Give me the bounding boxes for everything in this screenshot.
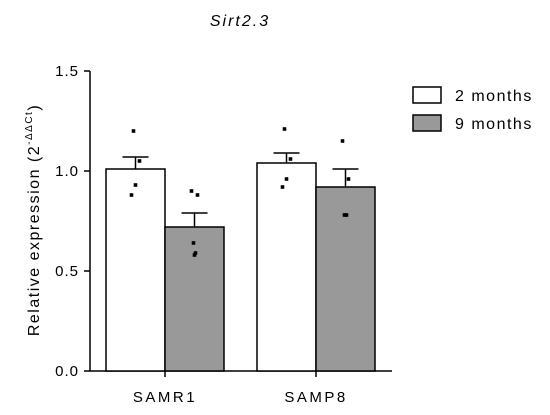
data-point (193, 251, 198, 255)
data-point (189, 189, 194, 193)
svg-text:Relative expression (2-ΔΔCt): Relative expression (2-ΔΔCt) (24, 104, 43, 336)
data-point (195, 193, 200, 197)
legend-swatch (412, 86, 442, 104)
data-point (282, 127, 287, 131)
data-point (192, 253, 197, 257)
legend-swatch (412, 114, 442, 132)
plot-area: 0.0 0.5 1.0 1.5 SAMR1 SAMP8 (55, 63, 392, 406)
legend: 2 months 9 months (412, 86, 533, 133)
data-point (340, 139, 345, 143)
y-axis-label-superscript: -ΔΔCt (24, 111, 35, 145)
data-point (280, 185, 285, 189)
data-point (131, 129, 136, 133)
legend-label: 2 months (455, 88, 533, 105)
data-point (342, 213, 347, 217)
bar (256, 162, 317, 372)
legend-label: 9 months (455, 116, 533, 133)
data-point (129, 193, 134, 197)
y-tick-label: 0.0 (55, 363, 79, 380)
data-point (288, 157, 293, 161)
bar (315, 186, 376, 372)
y-tick-label: 1.5 (55, 63, 79, 80)
data-point (137, 159, 142, 163)
y-axis-label-close: ) (26, 104, 43, 111)
x-tick-label: SAMP8 (284, 389, 347, 406)
x-tick-label: SAMR1 (133, 389, 197, 406)
data-point (346, 177, 351, 181)
y-tick-label: 1.0 (55, 163, 79, 180)
data-point (133, 183, 138, 187)
data-point (191, 241, 196, 245)
chart-title: Sirt2.3 (210, 13, 270, 30)
y-tick-label: 0.5 (55, 263, 79, 280)
y-axis-label: Relative expression (2-ΔΔCt) (24, 104, 43, 336)
y-axis-label-main: Relative expression (2 (26, 145, 43, 336)
data-point (284, 177, 289, 181)
bar (105, 168, 166, 372)
bar (164, 226, 225, 372)
data-point (344, 213, 349, 217)
